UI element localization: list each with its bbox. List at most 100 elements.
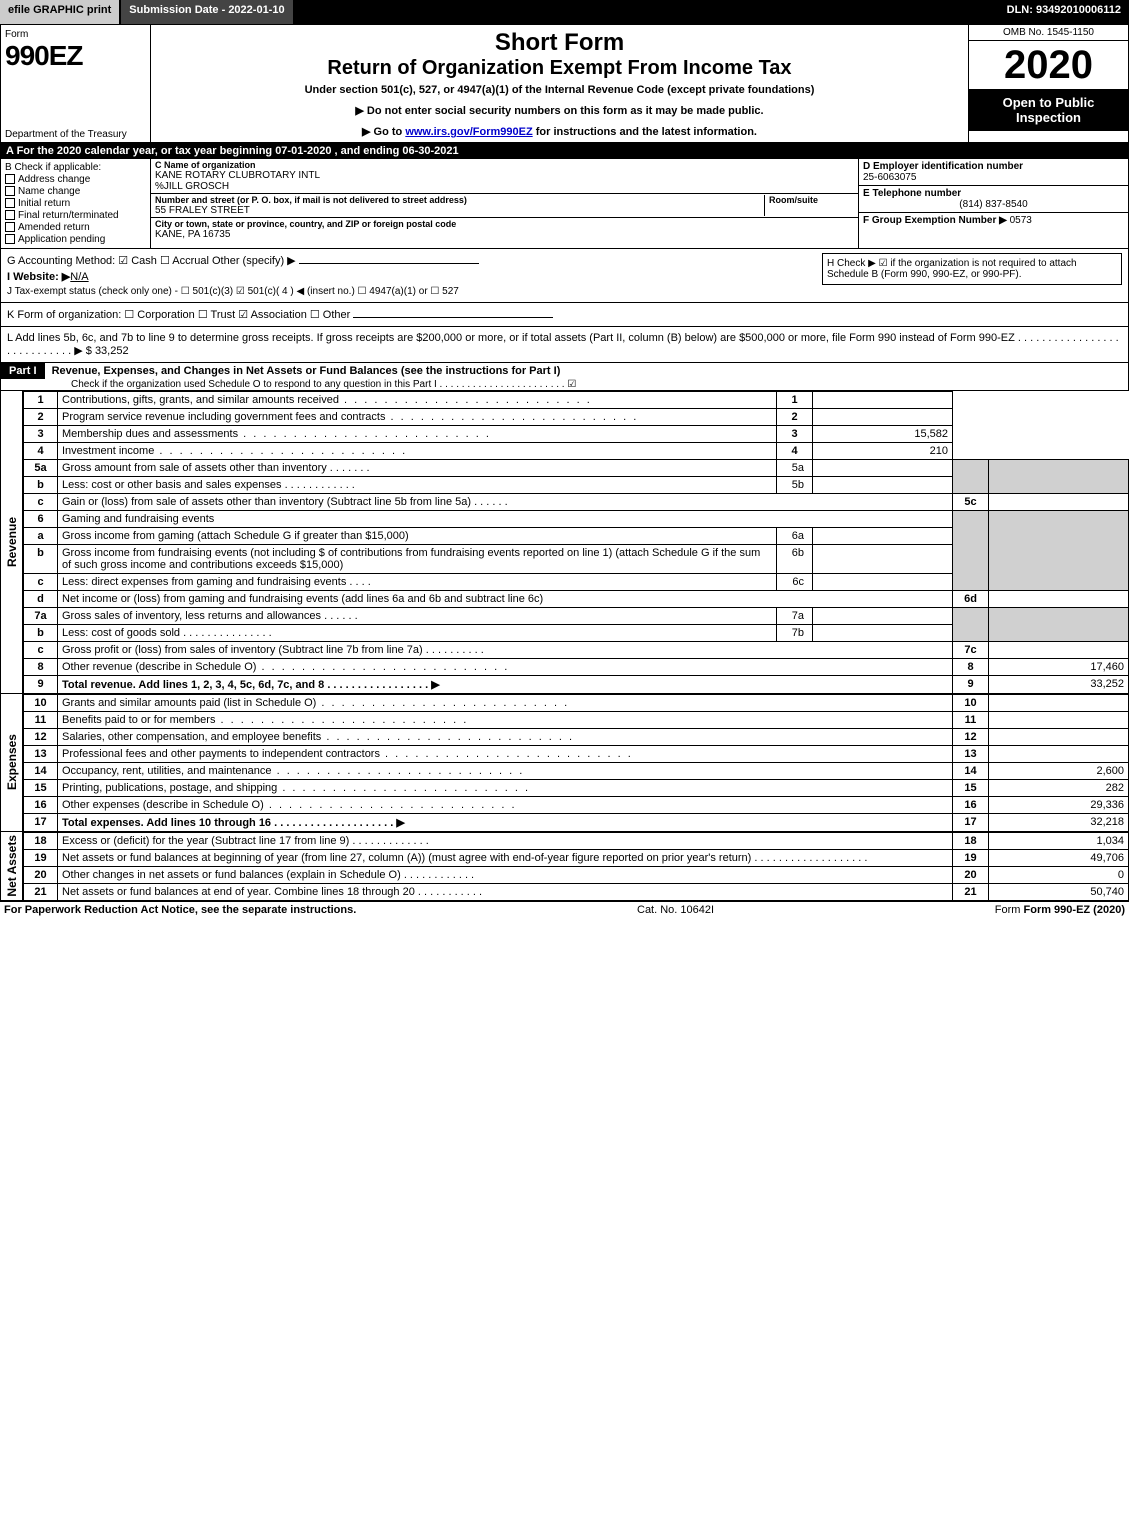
group-exemption-row: F Group Exemption Number ▶ 0573: [859, 213, 1128, 228]
line-text: Gaming and fundraising events: [58, 511, 953, 528]
check-header: B Check if applicable:: [5, 162, 146, 173]
line-box: 12: [953, 729, 989, 746]
line-box: 21: [953, 884, 989, 901]
line-text: Less: cost of goods sold . . . . . . . .…: [58, 625, 777, 642]
line-sub: 6a: [777, 528, 813, 545]
ein-row: D Employer identification number 25-6063…: [859, 159, 1128, 186]
line-num: 8: [24, 659, 58, 676]
group-value: 0573: [1010, 215, 1032, 226]
entity-block: B Check if applicable: Address change Na…: [0, 159, 1129, 249]
line-amt: 2,600: [989, 763, 1129, 780]
org-pct: %JILL GROSCH: [155, 181, 854, 192]
line-text: Investment income: [58, 443, 777, 460]
submission-date-button[interactable]: Submission Date - 2022-01-10: [121, 0, 294, 24]
shade-box: [953, 460, 989, 494]
initial-return-label: Initial return: [18, 198, 70, 209]
part1-header: Part I Revenue, Expenses, and Changes in…: [0, 363, 1129, 391]
line-num: c: [24, 574, 58, 591]
org-name: KANE ROTARY CLUBROTARY INTL: [155, 170, 854, 181]
line-amt: [989, 494, 1129, 511]
line-num: 7a: [24, 608, 58, 625]
line-box: 9: [953, 676, 989, 694]
line-subamt: [813, 608, 953, 625]
line-text: Grants and similar amounts paid (list in…: [58, 695, 953, 712]
shade-amt: [989, 608, 1129, 642]
table-row: 6Gaming and fundraising events: [24, 511, 1129, 528]
form-number: 990EZ: [5, 40, 146, 72]
line-num: 11: [24, 712, 58, 729]
line-text: Gross amount from sale of assets other t…: [58, 460, 777, 477]
open-inspection: Open to Public Inspection: [969, 89, 1128, 131]
line-amt: [989, 746, 1129, 763]
line-amt: [989, 695, 1129, 712]
city-row: City or town, state or province, country…: [151, 218, 858, 241]
line-text: Net assets or fund balances at end of ye…: [58, 884, 953, 901]
line-box: 10: [953, 695, 989, 712]
line-amt: 33,252: [989, 676, 1129, 694]
line-g-text: G Accounting Method: ☑ Cash ☐ Accrual Ot…: [7, 255, 296, 267]
expenses-table: 10Grants and similar amounts paid (list …: [23, 694, 1129, 832]
entity-mid: C Name of organization KANE ROTARY CLUBR…: [151, 159, 858, 248]
revenue-section: Revenue 1Contributions, gifts, grants, a…: [0, 391, 1129, 694]
line-amt: 210: [813, 443, 953, 460]
line-j: J Tax-exempt status (check only one) - ☐…: [7, 286, 1122, 297]
table-row: 16Other expenses (describe in Schedule O…: [24, 797, 1129, 814]
netassets-section: Net Assets 18Excess or (deficit) for the…: [0, 832, 1129, 901]
line-num: 21: [24, 884, 58, 901]
line-box: 19: [953, 850, 989, 867]
entity-right: D Employer identification number 25-6063…: [858, 159, 1128, 248]
ssn-warning: ▶ Do not enter social security numbers o…: [155, 104, 964, 117]
line-k-text: K Form of organization: ☐ Corporation ☐ …: [7, 309, 350, 321]
checkbox-column: B Check if applicable: Address change Na…: [1, 159, 151, 248]
final-return-check[interactable]: Final return/terminated: [5, 210, 146, 221]
line-amt: 32,218: [989, 814, 1129, 832]
org-name-row: C Name of organization KANE ROTARY CLUBR…: [151, 159, 858, 194]
line-text: Professional fees and other payments to …: [58, 746, 953, 763]
footer-left: For Paperwork Reduction Act Notice, see …: [4, 904, 356, 916]
line-text: Gross income from gaming (attach Schedul…: [58, 528, 777, 545]
revenue-sidelabel: Revenue: [1, 391, 23, 694]
shade-box: [953, 608, 989, 642]
application-pending-check[interactable]: Application pending: [5, 234, 146, 245]
name-change-check[interactable]: Name change: [5, 186, 146, 197]
table-row: 18Excess or (deficit) for the year (Subt…: [24, 833, 1129, 850]
line-text: Gross profit or (loss) from sales of inv…: [58, 642, 953, 659]
initial-return-check[interactable]: Initial return: [5, 198, 146, 209]
line-num: 10: [24, 695, 58, 712]
table-row: 13Professional fees and other payments t…: [24, 746, 1129, 763]
irs-link[interactable]: www.irs.gov/Form990EZ: [405, 126, 532, 138]
line-num: 19: [24, 850, 58, 867]
line-l-value: 33,252: [95, 345, 129, 357]
line-box: 11: [953, 712, 989, 729]
address-change-check[interactable]: Address change: [5, 174, 146, 185]
footer-right: Form Form 990-EZ (2020): [995, 904, 1125, 916]
line-text: Total revenue. Add lines 1, 2, 3, 4, 5c,…: [58, 676, 953, 694]
street-label: Number and street (or P. O. box, if mail…: [155, 195, 764, 205]
name-change-label: Name change: [18, 186, 80, 197]
shade-box: [953, 511, 989, 591]
line-box: 1: [777, 392, 813, 409]
phone-label: E Telephone number: [863, 188, 1124, 199]
line-l: L Add lines 5b, 6c, and 7b to line 9 to …: [7, 332, 1122, 357]
line-num: a: [24, 528, 58, 545]
line-box: 20: [953, 867, 989, 884]
efile-print-button[interactable]: efile GRAPHIC print: [0, 0, 121, 24]
line-box: 3: [777, 426, 813, 443]
page-footer: For Paperwork Reduction Act Notice, see …: [0, 901, 1129, 918]
amended-return-check[interactable]: Amended return: [5, 222, 146, 233]
line-sub: 6b: [777, 545, 813, 574]
table-row: 7aGross sales of inventory, less returns…: [24, 608, 1129, 625]
part1-title: Revenue, Expenses, and Changes in Net As…: [48, 363, 565, 379]
line-num: 18: [24, 833, 58, 850]
table-row: 19Net assets or fund balances at beginni…: [24, 850, 1129, 867]
ein-label: D Employer identification number: [863, 161, 1124, 172]
line-l-text: L Add lines 5b, 6c, and 7b to line 9 to …: [7, 332, 1119, 357]
room-label: Room/suite: [769, 195, 854, 205]
line-text: Excess or (deficit) for the year (Subtra…: [58, 833, 953, 850]
line-box: 4: [777, 443, 813, 460]
line-num: d: [24, 591, 58, 608]
subtitle: Under section 501(c), 527, or 4947(a)(1)…: [155, 84, 964, 96]
netassets-table: 18Excess or (deficit) for the year (Subt…: [23, 832, 1129, 901]
line-amt: [989, 729, 1129, 746]
omb-number: OMB No. 1545-1150: [969, 25, 1128, 41]
